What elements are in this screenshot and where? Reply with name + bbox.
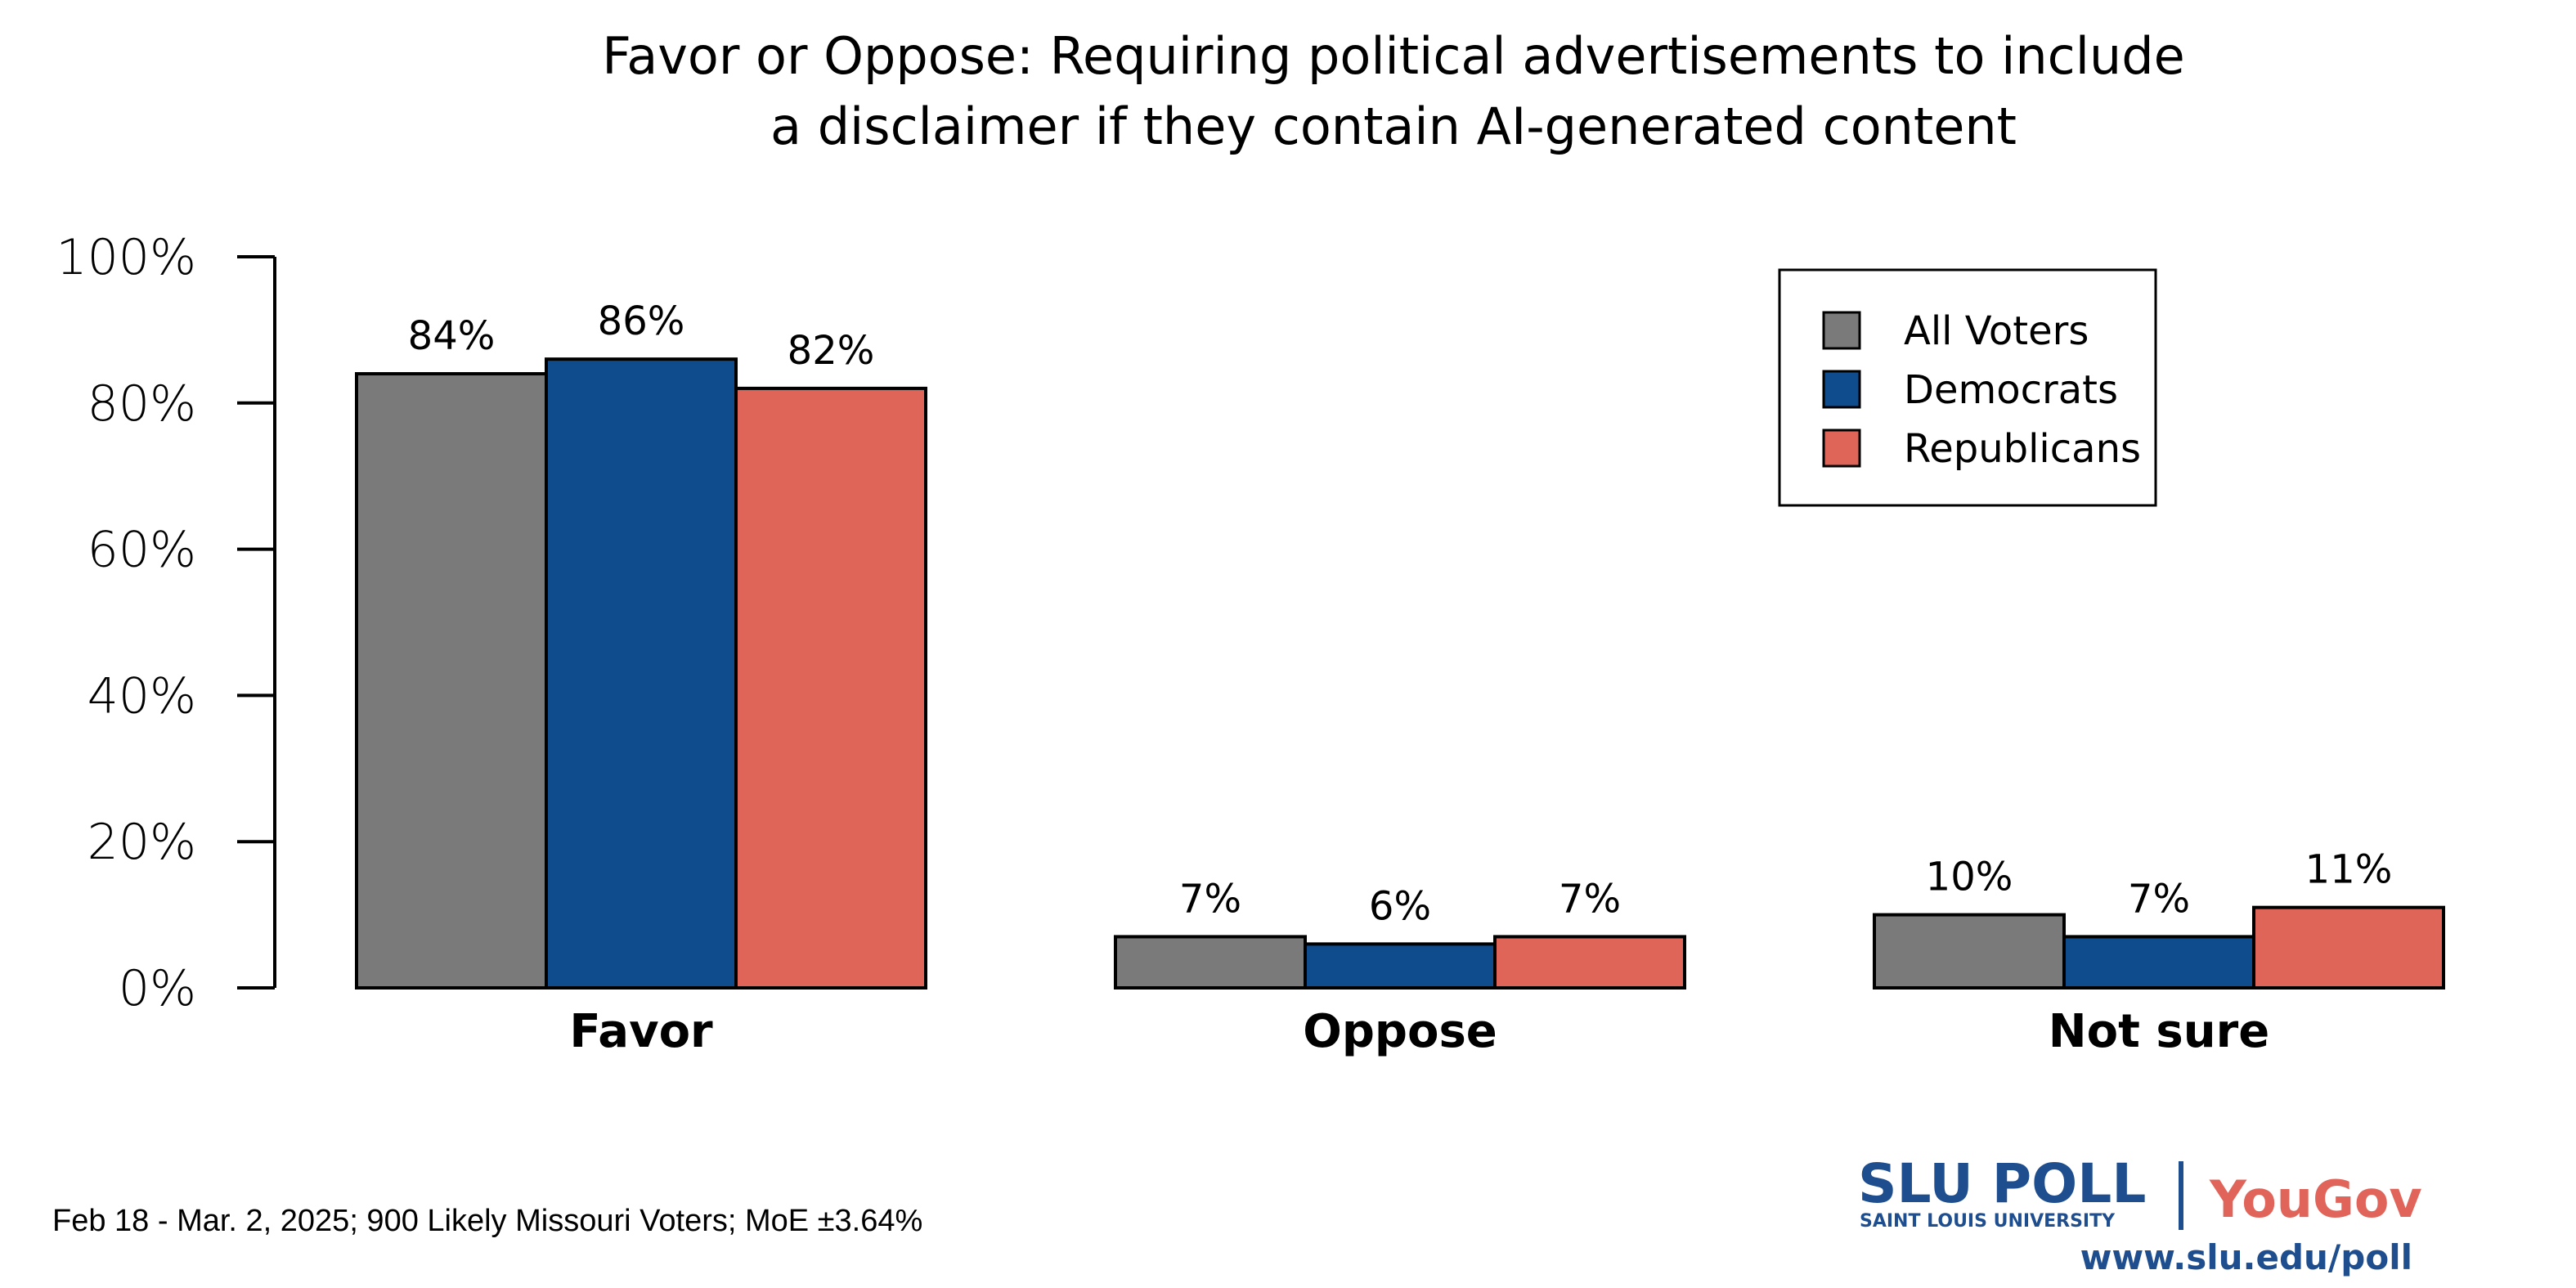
value-label: 10% [1926, 855, 2013, 900]
y-axis: 0% 20% 40% 60% 80% 100% [56, 229, 276, 1017]
y-tick-label: 100% [56, 229, 196, 286]
bar-democrats [1304, 942, 1497, 990]
value-label: 7% [1179, 876, 1241, 922]
y-tick-label: 40% [88, 667, 196, 725]
y-tick-label: 0% [119, 960, 196, 1017]
value-label: 6% [1369, 883, 1431, 929]
logo-slu-text: SLU POLL [1858, 1152, 2146, 1215]
y-tick-label: 60% [88, 522, 196, 579]
value-label: 11% [2305, 847, 2393, 893]
value-label: 82% [788, 328, 875, 374]
chart-title-line-1: Favor or Oppose: Requiring political adv… [602, 26, 2184, 86]
chart-title-line-2: a disclaimer if they contain AI-generate… [770, 96, 2017, 156]
legend-label: Democrats [1904, 367, 2118, 413]
bar-all-voters [1873, 913, 2066, 990]
legend: All Voters Democrats Republicans [1778, 268, 2157, 507]
bar-republicans [2252, 905, 2445, 990]
bar-republicans [1493, 935, 1686, 990]
legend-swatch [1822, 311, 1861, 350]
y-tick-label: 80% [88, 375, 196, 433]
legend-label: All Voters [1904, 308, 2089, 354]
logo-yougov-text: YouGov [2209, 1169, 2422, 1229]
y-tick-label: 20% [88, 814, 196, 871]
x-category-label: Oppose [1303, 1005, 1497, 1058]
value-label: 7% [1559, 876, 1621, 922]
logo-slu-subtitle: SAINT LOUIS UNIVERSITY [1860, 1211, 2116, 1232]
value-label: 7% [2128, 876, 2190, 922]
bars: 84% 86% 82% Favor 7% 6% 7% Oppose 10% 7% 11% Not su… [355, 298, 2445, 1058]
legend-swatch [1822, 370, 1861, 409]
logo-url: www.slu.edu/poll [2080, 1237, 2412, 1277]
value-label: 84% [408, 313, 496, 359]
bar-all-voters [1114, 935, 1307, 990]
bar-democrats [2062, 935, 2255, 990]
footer-note: Feb 18 - Mar. 2, 2025; 900 Likely Missou… [52, 1204, 922, 1238]
value-label: 86% [598, 298, 685, 344]
x-category-label: Not sure [2049, 1005, 2269, 1058]
bar-republicans [734, 386, 927, 990]
slu-poll-logo: SLU POLL SAINT LOUIS UNIVERSITY YouGov w… [1858, 1152, 2422, 1277]
legend-label: Republicans [1904, 426, 2141, 472]
legend-swatch [1822, 429, 1861, 468]
bar-democrats [545, 357, 738, 990]
logo-divider [2179, 1161, 2183, 1230]
bar-all-voters [355, 372, 548, 990]
x-category-label: Favor [569, 1005, 713, 1058]
